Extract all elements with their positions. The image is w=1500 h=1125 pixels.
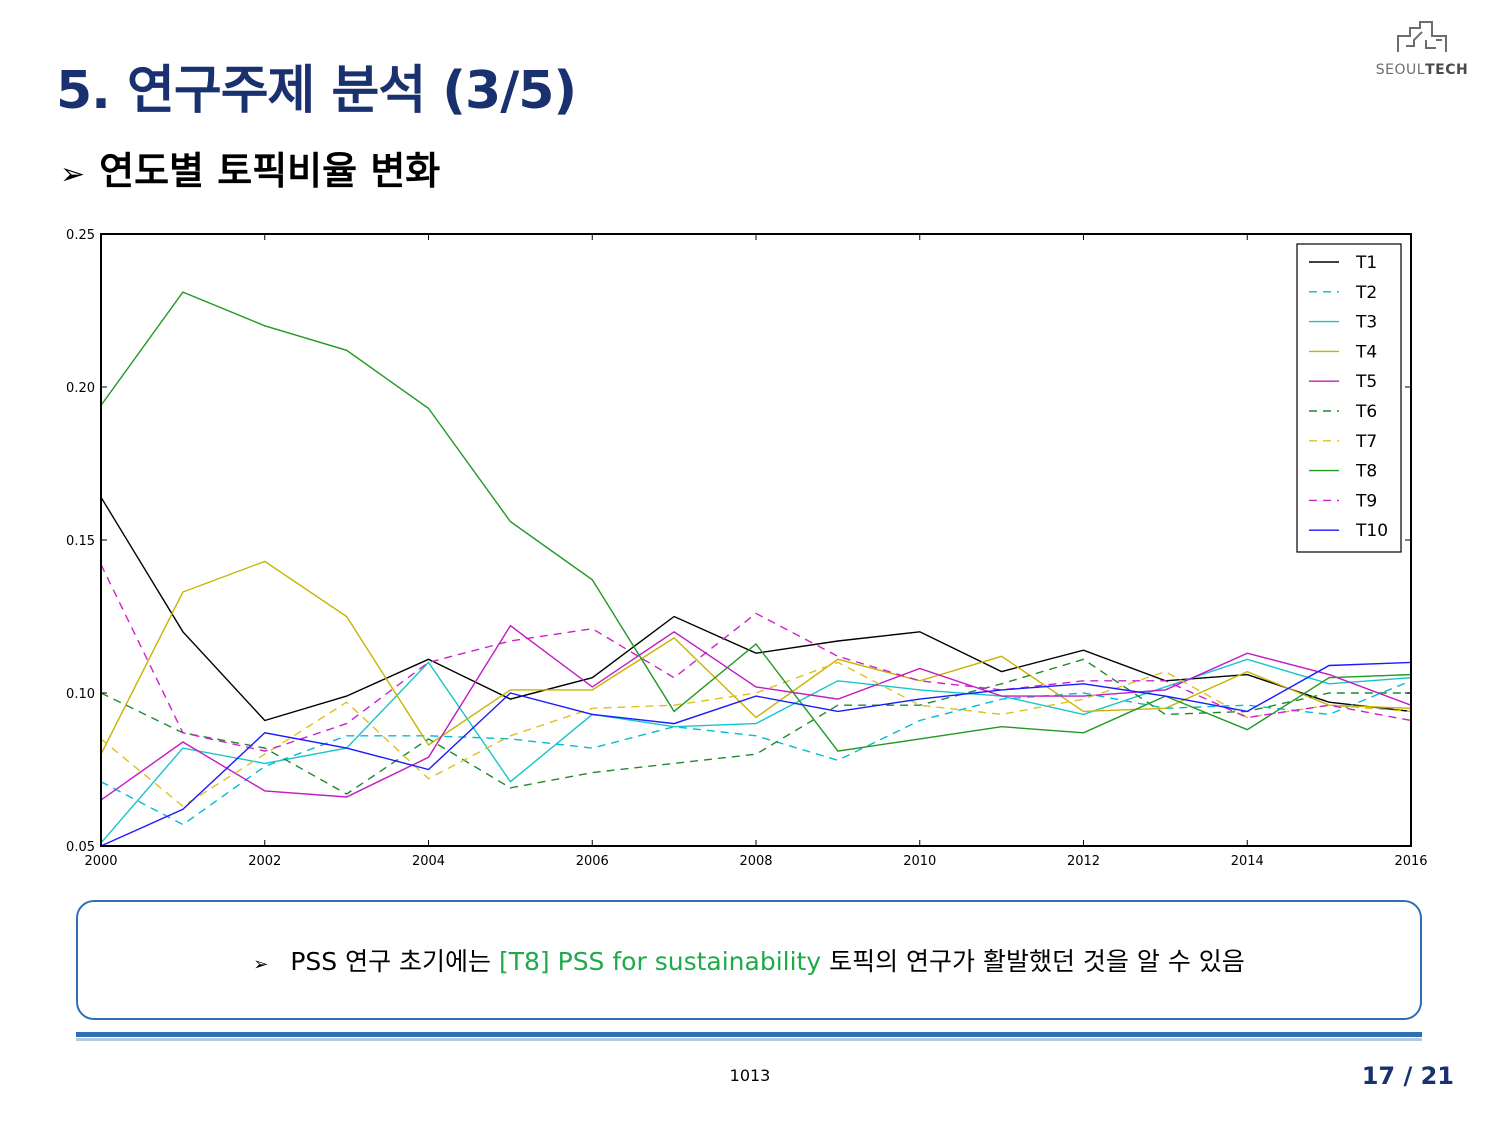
x-tick-label: 2014 — [1231, 854, 1264, 869]
y-tick-label: 0.25 — [66, 228, 95, 243]
arrow-bullet-icon: ➢ — [253, 954, 269, 975]
summary-text: ➢ PSS 연구 초기에는 [T8] PSS for sustainability… — [78, 942, 1420, 978]
legend-label-t3: T3 — [1355, 313, 1377, 333]
arrow-bullet-icon: ➢ — [60, 157, 86, 192]
summary-highlight: [T8] PSS for sustainability — [498, 947, 822, 976]
legend-label-t1: T1 — [1355, 253, 1377, 273]
x-tick-label: 2012 — [1067, 854, 1100, 869]
x-tick-label: 2000 — [84, 854, 117, 869]
footer-divider — [76, 1032, 1422, 1037]
x-tick-label: 2016 — [1394, 854, 1427, 869]
series-line-t10 — [100, 661, 1412, 847]
x-tick-label: 2002 — [248, 854, 281, 869]
logo-wordmark: SEOULTECH — [1370, 62, 1474, 78]
series-line-t6 — [100, 658, 1411, 795]
series-line-t8 — [100, 291, 1412, 752]
y-tick-label: 0.15 — [66, 534, 95, 549]
x-tick-label: 2008 — [739, 854, 772, 869]
y-tick-label: 0.10 — [66, 687, 95, 702]
seoultech-logo-mark — [1397, 21, 1447, 52]
x-axis: 2000 2002 2004 2006 2008 2010 2012 2014 2016 — [84, 234, 1428, 869]
legend-label-t7: T7 — [1355, 432, 1377, 452]
series-line-t7 — [100, 661, 1412, 808]
center-number: 1013 — [729, 1066, 771, 1085]
series-line-t1 — [100, 496, 1412, 722]
logo-text-bold: TECH — [1425, 62, 1469, 78]
series-line-t5 — [100, 624, 1412, 801]
subtitle-text: 연도별 토픽비율 변화 — [99, 149, 441, 193]
slide-title: 5. 연구주제 분석 (3/5) — [56, 61, 577, 121]
legend-label-t9: T9 — [1355, 491, 1377, 511]
y-axis: 0.05 0.10 0.15 0.20 0.25 — [66, 228, 1411, 855]
logo-text-light: SEOUL — [1375, 62, 1426, 78]
y-tick-label: 0.20 — [66, 381, 95, 396]
summary-callout: ➢ PSS 연구 초기에는 [T8] PSS for sustainability… — [76, 900, 1422, 1020]
series-line-t4 — [100, 560, 1412, 755]
summary-text-start: PSS 연구 초기에는 — [290, 947, 492, 976]
series-line-t9 — [100, 564, 1412, 752]
chart-series-group — [100, 291, 1412, 847]
series-line-t2 — [100, 680, 1412, 826]
legend-label-t8: T8 — [1355, 462, 1377, 482]
topic-ratio-line-chart: 2000 2002 2004 2006 2008 2010 2012 2014 2016 0.0… — [66, 228, 1428, 869]
page-number: 17 / 21 — [1361, 1062, 1454, 1090]
legend-label-t5: T5 — [1355, 372, 1377, 392]
y-tick-label: 0.05 — [66, 840, 95, 855]
legend-label-t10: T10 — [1355, 521, 1388, 541]
legend-label-t6: T6 — [1355, 402, 1377, 422]
legend-label-t2: T2 — [1355, 283, 1377, 303]
x-tick-label: 2010 — [903, 854, 936, 869]
summary-text-end: 토픽의 연구가 활발했던 것을 알 수 있음 — [829, 947, 1245, 976]
legend-box — [1296, 243, 1402, 553]
seoultech-logo: SEOULTECH — [1370, 18, 1474, 82]
x-tick-label: 2006 — [576, 854, 609, 869]
footer-divider-shadow — [76, 1038, 1422, 1041]
section-subtitle: ➢ 연도별 토픽비율 변화 — [60, 140, 440, 195]
chart-legend: T1 T2 T3 T4 T5 T6 T7 T8 T9 T10 — [1296, 243, 1402, 553]
x-tick-label: 2004 — [412, 854, 445, 869]
legend-label-t4: T4 — [1355, 342, 1377, 362]
